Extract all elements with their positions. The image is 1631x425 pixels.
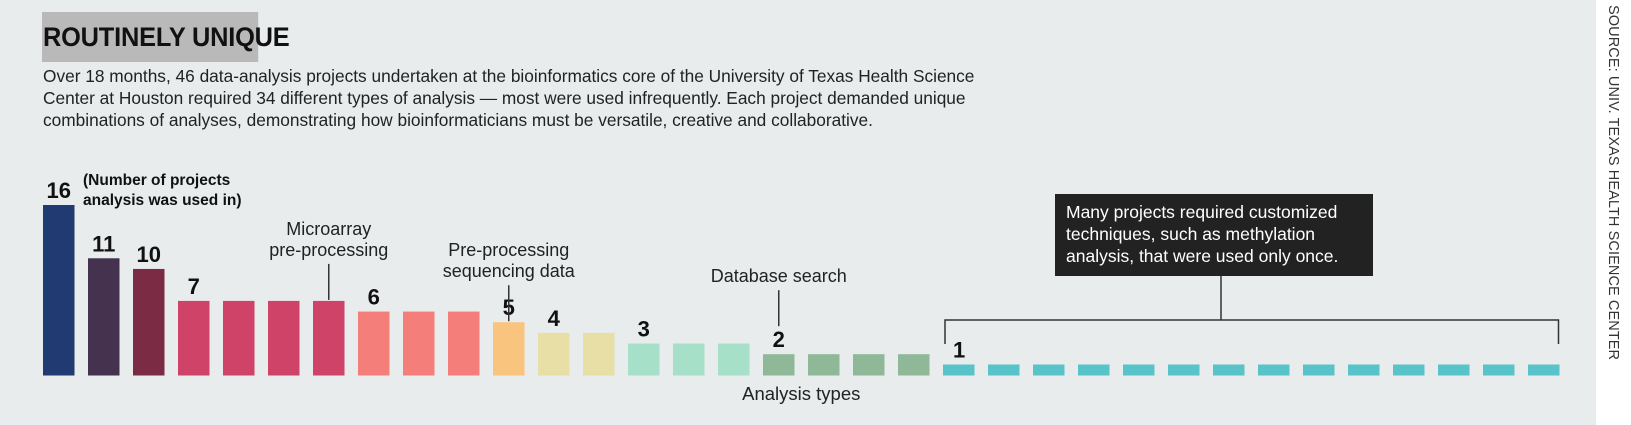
value-label: 3: [638, 317, 650, 342]
bar: [1393, 364, 1425, 376]
bar: [43, 205, 75, 376]
bar: [628, 343, 660, 376]
value-label: 4: [548, 306, 561, 331]
bar: [178, 300, 210, 376]
value-label: 10: [137, 242, 161, 267]
bar: [1528, 364, 1560, 376]
value-label: 2: [773, 327, 785, 352]
annotation-label: Microarray: [286, 219, 371, 239]
value-label: 6: [368, 285, 380, 310]
value-label: 1: [953, 338, 965, 363]
value-label: 7: [188, 274, 200, 299]
callout-text: analysis, that were used only once.: [1066, 246, 1338, 266]
subtitle-line: Center at Houston required 34 different …: [43, 88, 966, 108]
chart-title: ROUTINELY UNIQUE: [42, 12, 290, 62]
bar: [943, 364, 975, 376]
bar: [673, 343, 705, 376]
bar: [1033, 364, 1065, 376]
bar: [1348, 364, 1380, 376]
bar: [898, 354, 930, 376]
x-axis-label: Analysis types: [742, 383, 860, 404]
bar: [1213, 364, 1245, 376]
bar: [403, 311, 435, 376]
bar: [718, 343, 750, 376]
annotation-label: pre-processing: [269, 240, 388, 260]
bar: [223, 300, 255, 376]
bar: [133, 268, 165, 376]
bar: [1078, 364, 1110, 376]
bar: [313, 300, 345, 376]
annotation-label: sequencing data: [443, 261, 576, 281]
bar: [853, 354, 885, 376]
bar: [808, 354, 840, 376]
annotation-label: Pre-processing: [448, 240, 569, 260]
bar: [358, 311, 390, 376]
value-label: 11: [92, 231, 115, 256]
bar: [88, 258, 120, 376]
bar: [1123, 364, 1155, 376]
chart-subtitle: Over 18 months, 46 data-analysis project…: [43, 65, 1123, 131]
annotation-label: Database search: [711, 266, 847, 286]
callout-bracket: [944, 319, 1560, 344]
value-unit-note: (Number of projects: [83, 172, 230, 189]
bar: [1483, 364, 1515, 376]
callout-text: Many projects required customized: [1066, 202, 1337, 222]
subtitle-line: Over 18 months, 46 data-analysis project…: [43, 66, 975, 86]
value-unit-note: analysis was used in): [83, 192, 242, 209]
bar: [1168, 364, 1200, 376]
bar: [268, 300, 300, 376]
bar: [493, 322, 525, 376]
callout-text: techniques, such as methylation: [1066, 224, 1315, 244]
value-label: 16: [47, 178, 71, 203]
bar: [448, 311, 480, 376]
bar: [1438, 364, 1470, 376]
bar: [1303, 364, 1335, 376]
bar: [583, 332, 615, 376]
bar: [538, 332, 570, 376]
subtitle-line: combinations of analyses, demonstrating …: [43, 110, 873, 130]
bar: [1258, 364, 1290, 376]
bar: [763, 354, 795, 376]
callout-box: [1055, 194, 1373, 276]
bar: [988, 364, 1020, 376]
